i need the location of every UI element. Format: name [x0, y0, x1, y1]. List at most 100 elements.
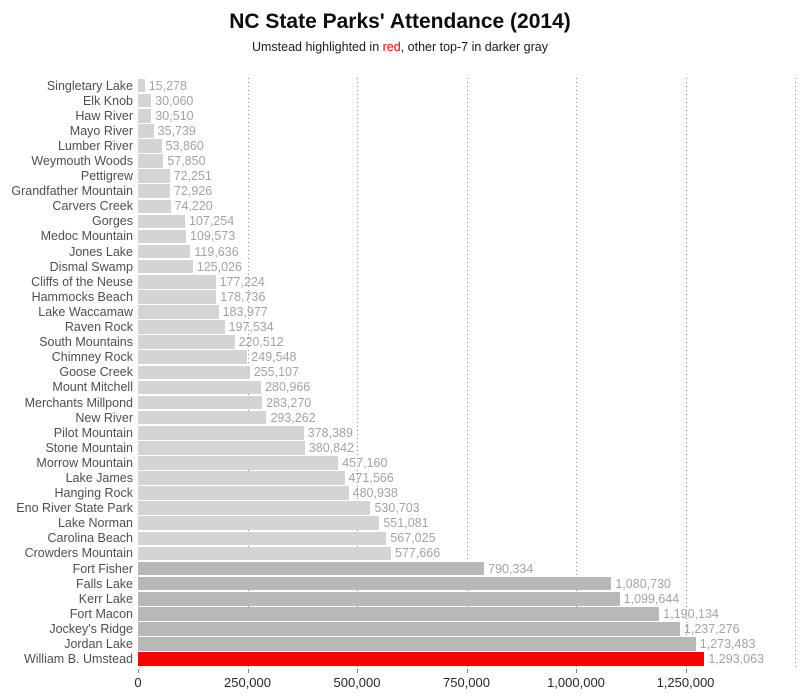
- category-label: Crowders Mountain: [24, 546, 133, 561]
- bar: [138, 108, 152, 123]
- bar-cell: 109,573: [138, 229, 235, 244]
- bar-cell: 480,938: [138, 486, 398, 501]
- bar: [138, 199, 171, 214]
- bar: [138, 546, 392, 561]
- subtitle-text-pre: Umstead highlighted in: [251, 40, 383, 54]
- value-label: 551,081: [383, 516, 429, 531]
- bar-cell: 280,966: [138, 380, 310, 395]
- bar-row: Pilot Mountain 378,389: [0, 425, 800, 440]
- bar: [138, 305, 219, 319]
- bar-row: Lake James 471,566: [0, 470, 800, 485]
- category-label: Haw River: [75, 108, 133, 123]
- bar-row: Dismal Swamp 125,026: [0, 259, 800, 274]
- category-label: Lake James: [65, 470, 133, 485]
- bar-cell: 1,190,134: [138, 606, 719, 621]
- x-axis-tick-label: 0: [134, 675, 142, 690]
- value-label: 293,262: [270, 410, 316, 425]
- bar-row: Falls Lake 1,080,730: [0, 576, 800, 591]
- value-label: 380,842: [308, 440, 354, 455]
- bar-cell: 283,270: [138, 395, 311, 410]
- bar-row: Eno River State Park 530,703: [0, 501, 800, 516]
- bar-row: Lake Waccamaw 183,977: [0, 304, 800, 319]
- category-label: Pilot Mountain: [53, 425, 133, 440]
- value-label: 72,251: [173, 169, 212, 184]
- bar-cell: 74,220: [138, 199, 213, 214]
- category-label: Lake Norman: [57, 516, 133, 531]
- bar-row: Merchants Millpond 283,270: [0, 395, 800, 410]
- category-label: Elk Knob: [82, 93, 133, 108]
- bar: [138, 184, 170, 198]
- bar-cell: 178,736: [138, 289, 265, 304]
- bar-row: Haw River 30,510: [0, 108, 800, 123]
- value-label: 790,334: [488, 561, 534, 576]
- bar-row: William B. Umstead 1,293,063: [0, 652, 800, 667]
- bar-row: Fort Fisher 790,334: [0, 561, 800, 576]
- category-label: Stone Mountain: [45, 440, 133, 455]
- bar-row: Crowders Mountain 577,666: [0, 546, 800, 561]
- value-label: 125,026: [196, 259, 242, 274]
- value-label: 72,926: [173, 184, 213, 199]
- category-label: Grandfather Mountain: [11, 184, 133, 199]
- value-label: 177,224: [219, 274, 265, 289]
- bar-row: Hammocks Beach 178,736: [0, 289, 800, 304]
- bar-cell: 107,254: [138, 214, 234, 229]
- category-label: Mayo River: [69, 123, 133, 138]
- category-label: Weymouth Woods: [31, 154, 133, 169]
- value-label: 30,060: [155, 93, 194, 108]
- category-label: Mount Mitchell: [52, 380, 133, 395]
- value-label: 530,703: [374, 501, 420, 516]
- bar-cell: 293,262: [138, 410, 316, 425]
- bar: [138, 622, 680, 636]
- value-label: 1,273,483: [699, 637, 756, 652]
- bar-cell: 790,334: [138, 561, 533, 576]
- category-label: Jones Lake: [69, 244, 133, 259]
- bar-cell: 72,251: [138, 169, 212, 184]
- bar: [138, 516, 380, 531]
- bar-row: Elk Knob 30,060: [0, 93, 800, 108]
- category-label: Lumber River: [57, 138, 133, 153]
- bar: [138, 486, 349, 500]
- bar-cell: 530,703: [138, 501, 420, 516]
- bar-row: South Mountains 220,512: [0, 335, 800, 350]
- bar-rows: Singletary Lake 15,278 Elk Knob 30,060 H…: [0, 78, 800, 667]
- bar: [138, 531, 387, 546]
- x-axis-tick-mark: [138, 669, 139, 673]
- bar: [138, 124, 154, 138]
- subtitle-text-post: , other top-7 in darker gray: [400, 40, 548, 54]
- bar-cell: 183,977: [138, 304, 268, 319]
- bar-row: Grandfather Mountain 72,926: [0, 184, 800, 199]
- category-label: Goose Creek: [59, 365, 133, 380]
- bar: [138, 637, 696, 651]
- bar-cell: 30,060: [138, 93, 193, 108]
- x-axis-tick-mark: [466, 669, 468, 673]
- bar: [138, 244, 191, 259]
- bar-row: Pettigrew 72,251: [0, 169, 800, 184]
- bar-cell: 57,850: [138, 153, 206, 168]
- bar: [138, 154, 164, 168]
- value-label: 183,977: [222, 304, 268, 319]
- category-label: Kerr Lake: [78, 591, 133, 606]
- bar: [138, 441, 305, 455]
- chart-title: NC State Parks' Attendance (2014): [229, 10, 571, 33]
- x-axis: 0 250,000 500,000 750,000 1,000,000 1,250,000: [134, 668, 795, 698]
- bar: [138, 229, 186, 244]
- bar: [138, 561, 485, 576]
- value-label: 107,254: [188, 214, 235, 229]
- value-label: 15,278: [148, 78, 187, 93]
- value-label: 30,510: [155, 108, 194, 123]
- bar: [138, 290, 217, 304]
- bar-cell: 1,099,644: [138, 591, 679, 606]
- bar-row: Raven Rock 197,534: [0, 320, 800, 335]
- bar-cell: 471,566: [138, 470, 394, 485]
- bar-cell: 255,107: [138, 365, 299, 380]
- bar-row: Jordan Lake 1,273,483: [0, 636, 800, 651]
- category-label: Falls Lake: [76, 576, 133, 591]
- bar-cell: 53,860: [138, 138, 204, 153]
- value-label: 567,025: [390, 531, 436, 546]
- bar: [138, 78, 145, 93]
- bar-cell: 30,510: [138, 108, 194, 123]
- bar-row: Kerr Lake 1,099,644: [0, 591, 800, 606]
- bar-cell: 125,026: [138, 259, 242, 274]
- bar-row: Mount Mitchell 280,966: [0, 380, 800, 395]
